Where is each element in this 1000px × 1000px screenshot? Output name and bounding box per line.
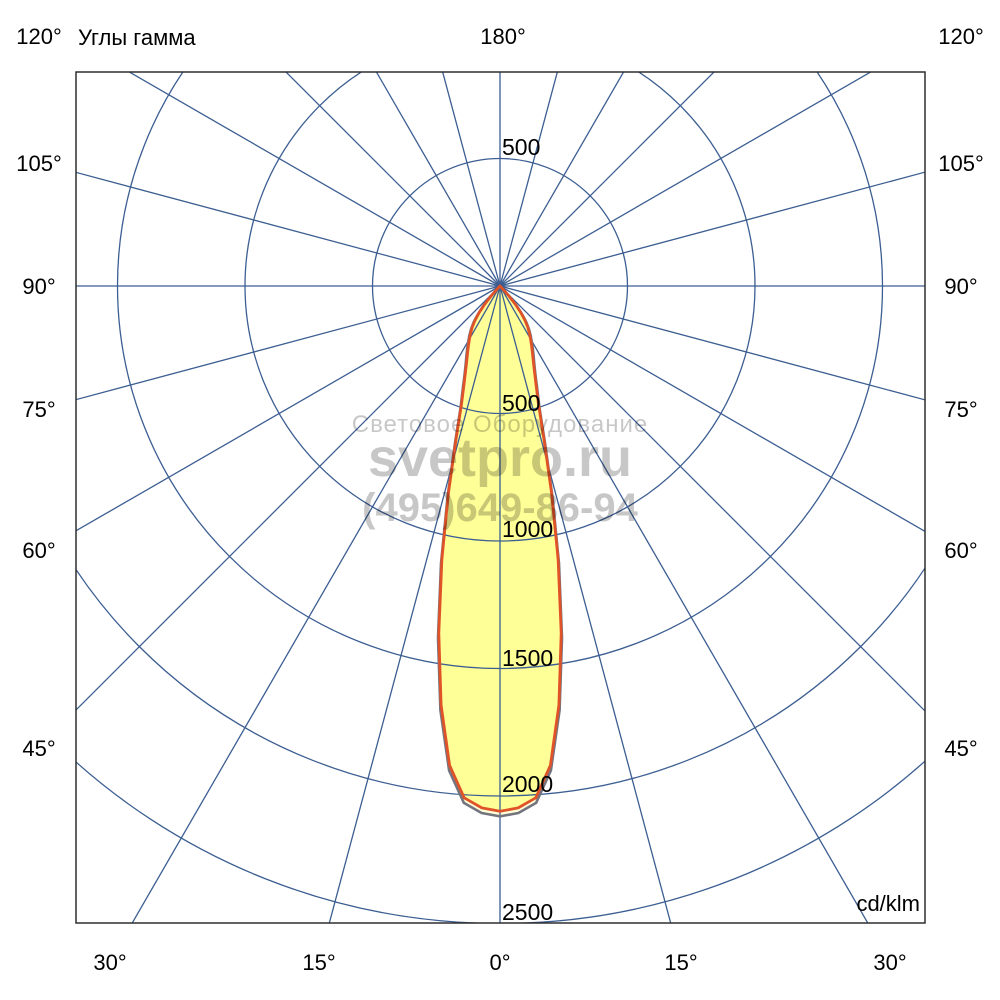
- unit-label: cd/klm: [856, 891, 920, 916]
- ray-45deg: [499, 285, 925, 712]
- ray-255deg: [76, 171, 501, 287]
- ray-60deg: [499, 285, 925, 533]
- ray-120deg: [499, 72, 872, 287]
- gamma-label-bottom-15°: 15°: [302, 950, 335, 975]
- ray-135deg: [499, 72, 715, 287]
- ray-240deg: [128, 72, 501, 287]
- angle-label-180: 180°: [480, 24, 526, 49]
- gamma-label-right-45°: 45°: [944, 736, 977, 761]
- ray-315deg: [76, 285, 501, 711]
- ray-300deg: [76, 285, 501, 532]
- gamma-label-left-75°: 75°: [22, 397, 55, 422]
- gamma-label-bottom-0°: 0°: [489, 950, 510, 975]
- ray-150deg: [499, 72, 625, 287]
- beam-curve-C0-C180: [437, 284, 563, 813]
- ray-345deg: [328, 285, 501, 923]
- gamma-label-right-120°: 120°: [938, 24, 984, 49]
- gamma-label-bottom-15°: 15°: [664, 950, 697, 975]
- gamma-label-left-105°: 105°: [16, 151, 62, 176]
- ring-value-label-2500: 2500: [502, 899, 553, 925]
- ray-330deg: [131, 285, 501, 923]
- gamma-label-bottom-30°: 30°: [873, 950, 906, 975]
- ring-value-label-1000: 1000: [502, 516, 553, 542]
- gamma-label-right-60°: 60°: [944, 538, 977, 563]
- ray-195deg: [441, 72, 501, 287]
- chart-title: Углы гамма: [78, 25, 196, 50]
- ray-165deg: [499, 72, 559, 287]
- gamma-label-right-90°: 90°: [944, 274, 977, 299]
- gamma-label-left-90°: 90°: [22, 274, 55, 299]
- plot-border: [75, 71, 926, 924]
- ray-105deg: [499, 171, 925, 287]
- ring-value-label-500: 500: [502, 390, 540, 416]
- ray-75deg: [499, 285, 925, 401]
- gamma-label-right-75°: 75°: [944, 397, 977, 422]
- ring-value-label-1500: 1500: [502, 645, 553, 671]
- gamma-label-bottom-30°: 30°: [93, 950, 126, 975]
- ray-285deg: [76, 285, 501, 401]
- ring-value-label-500: 500: [502, 134, 540, 160]
- gamma-label-left-45°: 45°: [22, 736, 55, 761]
- ray-30deg: [499, 285, 869, 923]
- gamma-label-left-60°: 60°: [22, 538, 55, 563]
- gamma-label-right-105°: 105°: [938, 151, 984, 176]
- gamma-label-left-120°: 120°: [16, 24, 62, 49]
- ray-15deg: [499, 285, 672, 923]
- ring-value-label-2000: 2000: [502, 771, 553, 797]
- ray-210deg: [375, 72, 501, 287]
- ray-225deg: [285, 72, 501, 287]
